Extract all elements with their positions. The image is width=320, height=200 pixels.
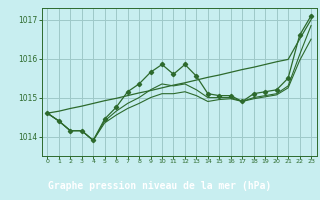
- Text: Graphe pression niveau de la mer (hPa): Graphe pression niveau de la mer (hPa): [48, 181, 272, 191]
